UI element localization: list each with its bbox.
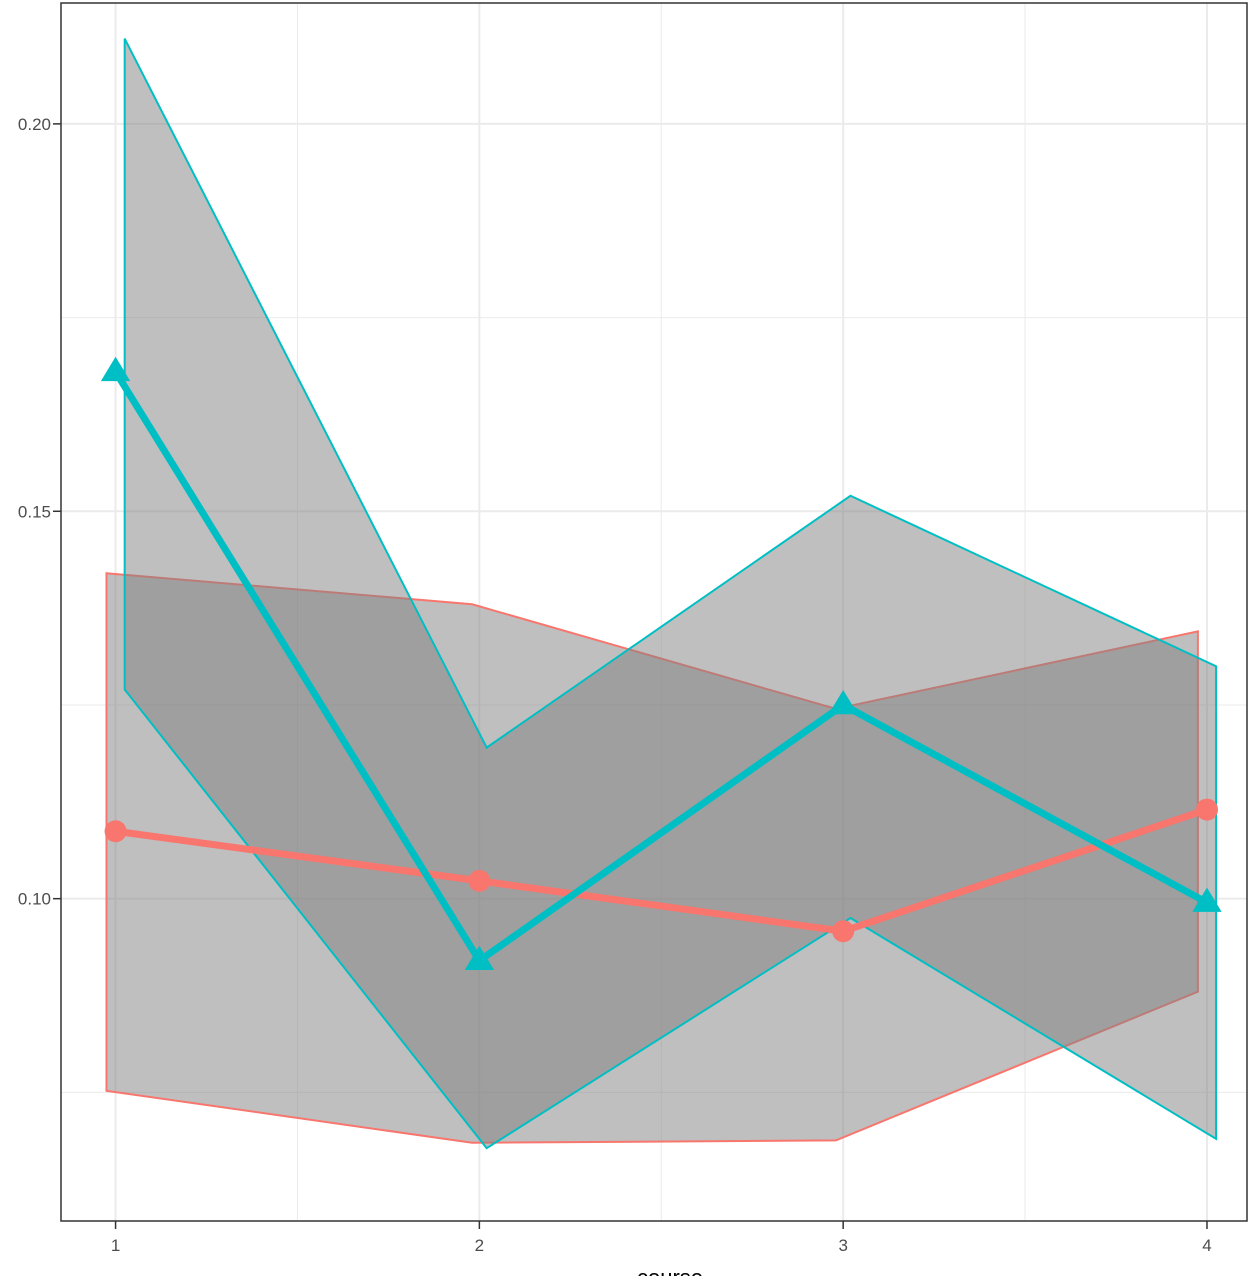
- data-point-circle: [104, 820, 127, 843]
- data-point-circle: [832, 920, 855, 943]
- data-point-triangle: [1192, 887, 1222, 912]
- data-point-triangle: [828, 689, 858, 715]
- plot-panel-border: [60, 2, 1248, 1222]
- data-point-circle: [468, 869, 491, 892]
- y-tick-label: 0.15: [18, 502, 51, 521]
- x-axis-title: course: [637, 1265, 703, 1276]
- series-line-1: [115, 806, 1209, 935]
- y-tick-label: 0.20: [18, 115, 51, 134]
- x-tick-label: 1: [111, 1236, 120, 1255]
- y-tick-label: 0.10: [18, 890, 51, 909]
- data-point-circle: [1195, 798, 1218, 821]
- x-tick-label: 4: [1202, 1236, 1211, 1255]
- data-point-triangle: [464, 945, 495, 970]
- x-tick-label: 3: [838, 1236, 847, 1255]
- x-tick-label: 2: [475, 1236, 484, 1255]
- series-line-2: [112, 369, 1209, 965]
- data-point-triangle: [100, 356, 131, 382]
